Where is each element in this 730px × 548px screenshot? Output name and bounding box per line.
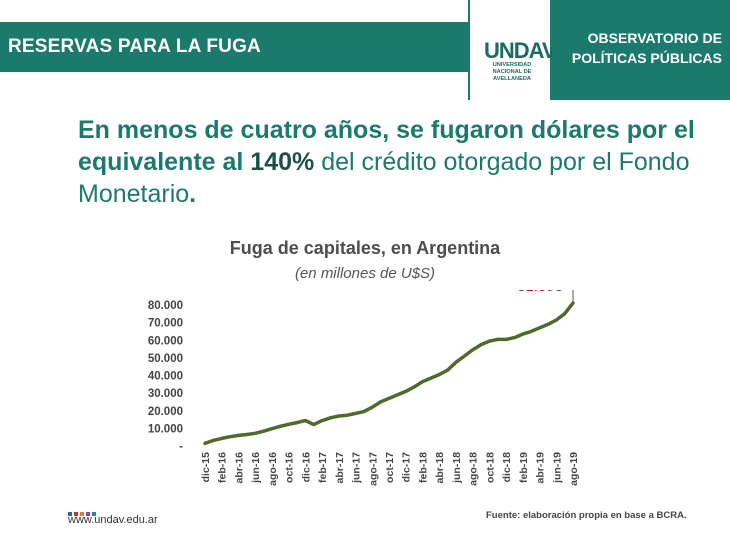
chart-title: Fuga de capitales, en Argentina [229,238,501,258]
y-tick-label: 80.000 [148,300,183,312]
header-bar [0,22,468,72]
header-banner: RESERVAS PARA LA FUGA [0,0,468,100]
data-label-last: 81.093 [517,290,563,295]
brand-dot [80,512,84,516]
y-tick-label: 60.000 [148,335,183,347]
x-tick-label: oct-18 [484,452,496,483]
x-tick-label: abr-18 [434,452,446,484]
x-tick-label: feb-19 [518,452,530,483]
logo-line: AVELLANEDA [493,76,531,82]
source-note: Fuente: elaboración propia en base a BCR… [486,510,687,521]
logo-mark: UNDAV [484,38,557,63]
x-tick-label: jun-18 [451,452,463,484]
headline-part-1: En menos de cuatro años, se fugaron dóla… [78,116,695,176]
y-tick-label: 40.000 [148,371,183,383]
x-tick-label: feb-18 [417,452,429,483]
y-tick-label: 20.000 [148,406,183,418]
line-chart: 80.000 70.000 60.000 50.000 40.000 30.000 20.0… [148,290,580,486]
x-tick-label: ago-18 [468,452,480,486]
observatorio-label: OBSERVATORIO DE POLÍTICAS PÚBLICAS [572,28,722,68]
callout-leader [572,290,574,304]
brand-dot [68,512,72,516]
x-tick-label: ago-19 [568,452,580,486]
x-tick-label: oct-17 [384,452,396,483]
footer-url[interactable]: www.undav.edu.ar [68,514,158,526]
x-tick-label: jun-19 [551,452,563,484]
series-line [203,301,575,446]
x-tick-label: ago-16 [267,452,279,486]
brand-dot [86,512,90,516]
y-tick-label: 30.000 [148,388,183,400]
brand-dots [68,503,98,521]
headline: En menos de cuatro años, se fugaron dóla… [78,114,718,210]
x-tick-label: jun-16 [250,452,262,484]
observatorio-banner: OBSERVATORIO DE POLÍTICAS PÚBLICAS [552,0,730,100]
x-tick-label: dic-16 [300,452,312,483]
headline-part-2: del crédito otorgado por el Fondo Moneta… [78,148,690,208]
chart-subtitle: (en millones de U$S) [294,265,436,282]
x-tick-label: ago-17 [367,452,379,486]
y-tick-label: - [179,441,183,453]
logo-line: NACIONAL DE [492,69,532,75]
x-tick-label: dic-17 [401,452,413,483]
x-tick-label: abr-19 [535,452,547,484]
logo-line: UNIVERSIDAD [492,62,532,68]
brand-dot [92,512,96,516]
undav-logo[interactable]: UNDAV UNIVERSIDAD NACIONAL DE AVELLANEDA [468,0,557,100]
y-tick-label: 50.000 [148,353,183,365]
page-title: RESERVAS PARA LA FUGA [8,36,261,57]
brand-dot [74,512,78,516]
observatorio-line-1: OBSERVATORIO DE [587,30,722,46]
x-tick-label: dic-15 [200,452,212,483]
x-tick-label: feb-17 [317,452,329,483]
x-tick-label: jun-17 [351,452,363,484]
observatorio-line-2: POLÍTICAS PÚBLICAS [571,50,722,66]
y-tick-label: 10.000 [148,423,183,435]
x-tick-label: feb-16 [217,452,229,483]
y-tick-label: 70.000 [148,318,183,330]
logo-text: UNIVERSIDAD NACIONAL DE AVELLANEDA [480,62,544,83]
headline-dot: . [189,180,197,208]
x-tick-label: abr-17 [334,452,346,484]
x-tick-label: oct-16 [284,452,296,483]
x-tick-label: abr-16 [233,452,245,484]
x-tick-label: dic-18 [501,452,513,483]
headline-percent: 140% [250,148,315,176]
